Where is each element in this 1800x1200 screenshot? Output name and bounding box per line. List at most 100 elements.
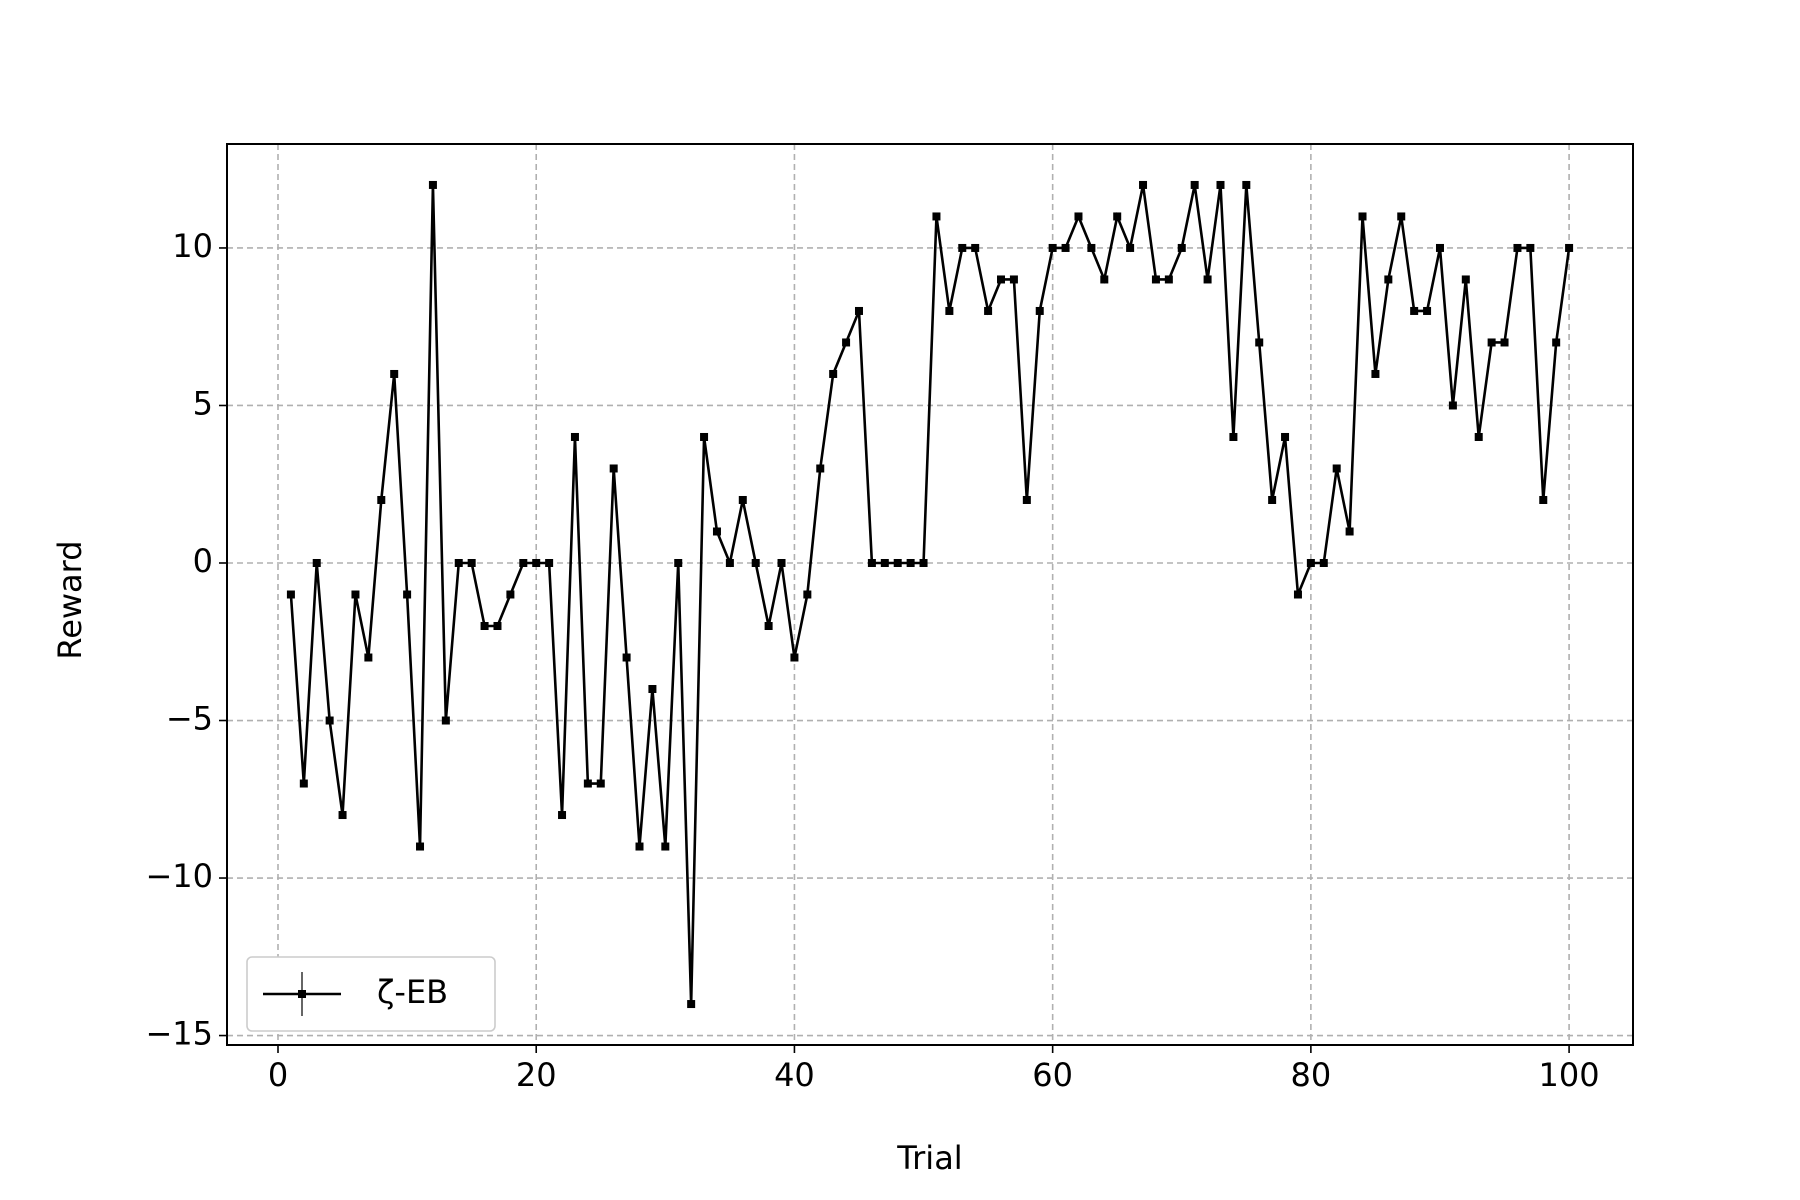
data-point bbox=[609, 464, 618, 473]
data-point bbox=[919, 558, 928, 567]
data-point bbox=[958, 243, 967, 252]
x-tick-label: 60 bbox=[1032, 1056, 1073, 1094]
data-point bbox=[738, 495, 747, 504]
y-tick-label: 0 bbox=[193, 542, 213, 580]
data-point bbox=[1022, 495, 1031, 504]
y-axis-label: Reward bbox=[51, 540, 89, 659]
data-point bbox=[997, 275, 1006, 284]
data-point bbox=[416, 842, 425, 851]
legend-label: ζ-EB bbox=[377, 973, 448, 1011]
data-point bbox=[441, 716, 450, 725]
data-point bbox=[1345, 527, 1354, 536]
data-point bbox=[1164, 275, 1173, 284]
data-point bbox=[1513, 243, 1522, 252]
data-point bbox=[1126, 243, 1135, 252]
data-point bbox=[984, 306, 993, 315]
x-axis-label: Trial bbox=[896, 1139, 962, 1177]
data-point bbox=[583, 779, 592, 788]
data-point bbox=[532, 558, 541, 567]
data-point bbox=[1435, 243, 1444, 252]
data-point bbox=[880, 558, 889, 567]
data-point bbox=[1113, 212, 1122, 221]
data-point bbox=[1061, 243, 1070, 252]
data-point bbox=[1319, 558, 1328, 567]
data-point bbox=[1397, 212, 1406, 221]
data-point bbox=[325, 716, 334, 725]
data-point bbox=[648, 685, 657, 694]
y-tick-label: −5 bbox=[166, 700, 213, 738]
data-point bbox=[635, 842, 644, 851]
y-tick-label: 5 bbox=[193, 384, 213, 422]
data-point bbox=[829, 369, 838, 378]
data-point bbox=[1487, 338, 1496, 347]
data-point bbox=[700, 432, 709, 441]
data-point bbox=[1255, 338, 1264, 347]
y-tick-label: −15 bbox=[145, 1015, 213, 1053]
data-point bbox=[945, 306, 954, 315]
data-point bbox=[1229, 432, 1238, 441]
data-point bbox=[428, 180, 437, 189]
data-line bbox=[289, 184, 1571, 1005]
data-point bbox=[299, 779, 308, 788]
data-point bbox=[867, 558, 876, 567]
data-point bbox=[777, 558, 786, 567]
data-point bbox=[1565, 243, 1574, 252]
data-point bbox=[570, 432, 579, 441]
data-point bbox=[803, 590, 812, 599]
data-point bbox=[790, 653, 799, 662]
data-point bbox=[338, 811, 347, 820]
data-point bbox=[312, 558, 321, 567]
data-point bbox=[725, 558, 734, 567]
x-tick-label: 20 bbox=[516, 1056, 557, 1094]
legend-marker bbox=[298, 990, 306, 998]
data-point bbox=[1423, 306, 1432, 315]
data-point bbox=[932, 212, 941, 221]
data-point bbox=[712, 527, 721, 536]
data-point bbox=[1293, 590, 1302, 599]
y-tick-label: 10 bbox=[172, 227, 213, 265]
data-point bbox=[545, 558, 554, 567]
data-point bbox=[1448, 401, 1457, 410]
data-point bbox=[687, 1000, 696, 1009]
y-tick-label: −10 bbox=[145, 857, 213, 895]
data-point bbox=[1139, 180, 1148, 189]
data-point bbox=[1048, 243, 1057, 252]
data-point bbox=[661, 842, 670, 851]
data-point bbox=[1371, 369, 1380, 378]
data-point bbox=[1539, 495, 1548, 504]
x-tick-label: 0 bbox=[268, 1056, 288, 1094]
data-point bbox=[1100, 275, 1109, 284]
data-point bbox=[1552, 338, 1561, 347]
data-point bbox=[286, 590, 295, 599]
data-point bbox=[674, 558, 683, 567]
x-tick-label: 100 bbox=[1539, 1056, 1600, 1094]
legend: ζ-EB bbox=[246, 956, 496, 1032]
data-point bbox=[1190, 180, 1199, 189]
data-point bbox=[854, 306, 863, 315]
data-point bbox=[893, 558, 902, 567]
data-point bbox=[1242, 180, 1251, 189]
data-point bbox=[971, 243, 980, 252]
data-point bbox=[764, 622, 773, 631]
data-point bbox=[1358, 212, 1367, 221]
data-point bbox=[1526, 243, 1535, 252]
data-point bbox=[558, 811, 567, 820]
data-point bbox=[751, 558, 760, 567]
data-point bbox=[1281, 432, 1290, 441]
data-point bbox=[1268, 495, 1277, 504]
data-point bbox=[377, 495, 386, 504]
data-point bbox=[1074, 212, 1083, 221]
data-point bbox=[1384, 275, 1393, 284]
data-point bbox=[403, 590, 412, 599]
data-point bbox=[1474, 432, 1483, 441]
data-point bbox=[1332, 464, 1341, 473]
data-point bbox=[454, 558, 463, 567]
data-point bbox=[1461, 275, 1470, 284]
data-point bbox=[1410, 306, 1419, 315]
data-point bbox=[519, 558, 528, 567]
data-point bbox=[506, 590, 515, 599]
data-point bbox=[351, 590, 360, 599]
data-point bbox=[480, 622, 489, 631]
data-point bbox=[1035, 306, 1044, 315]
data-point bbox=[1500, 338, 1509, 347]
